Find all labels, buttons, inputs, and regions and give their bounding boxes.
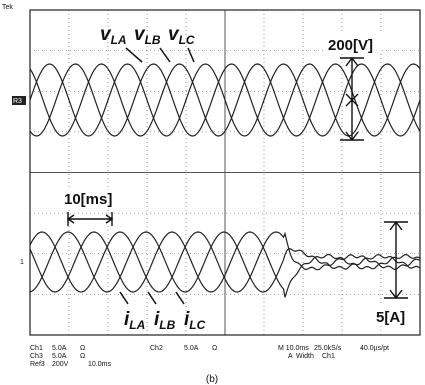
readout-text: Ch1 (322, 353, 335, 360)
subscript: LB (145, 33, 161, 47)
ch1-marker: 1 (20, 259, 24, 266)
caption: (b) (206, 374, 218, 385)
current-scale: 5[A] (376, 309, 405, 326)
ch3-marker: R3 (13, 98, 22, 105)
subscript: LC (189, 318, 205, 332)
readout-text: 5.0A (184, 345, 199, 352)
readout-text: M 10.0ms (278, 345, 309, 352)
readout-text: 5.0A (52, 353, 67, 360)
readout-text: Ω (80, 345, 85, 352)
readout-text: 10.0ms (88, 361, 111, 368)
time-scale: 10[ms] (64, 191, 112, 208)
readout-text: Ω (80, 353, 85, 360)
subscript: LA (111, 33, 127, 47)
readout-text: Ch2 (150, 345, 163, 352)
subscript: LB (159, 318, 175, 332)
readout-text: Ch3 (30, 353, 43, 360)
readout-text: 5.0A (52, 345, 67, 352)
readout-text: Ref3 (30, 361, 45, 368)
subscript: LC (179, 33, 195, 47)
readout-text: Ch1 (30, 345, 43, 352)
readout-text: 200V (52, 361, 69, 368)
readout-text: 40.0µs/pt (360, 345, 389, 352)
brand: Tek (2, 4, 13, 11)
oscilloscope-figure: Tek R3 1 vLA vLB vLC 200[V] 10[ms] iLA i… (0, 0, 425, 385)
readout-text: Ω (212, 345, 217, 352)
subscript: LA (129, 318, 145, 332)
voltage-scale: 200[V] (328, 37, 373, 54)
readout-text: A (288, 353, 293, 360)
readout-text: Width (296, 353, 314, 360)
readout-text: 25.0kS/s (314, 345, 342, 352)
